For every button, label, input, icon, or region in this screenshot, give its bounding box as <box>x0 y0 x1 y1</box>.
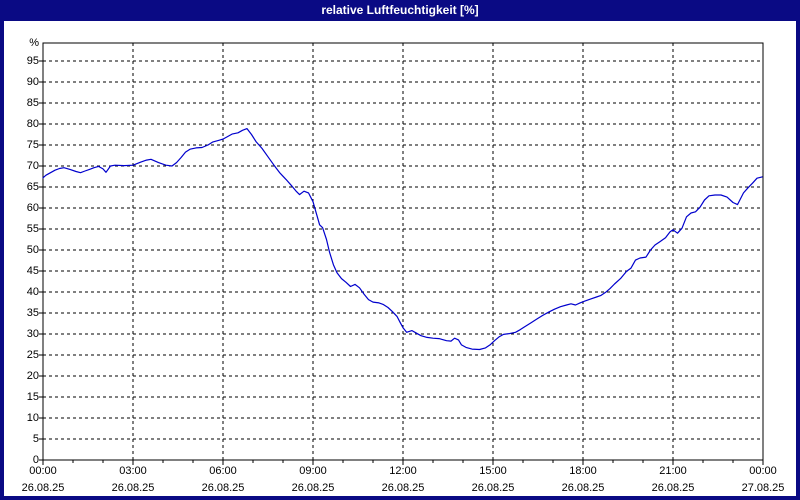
y-tick-label: 35 <box>26 307 39 319</box>
y-tick-label: 90 <box>26 76 39 88</box>
x-tick-time-label: 18:00 <box>569 465 597 477</box>
x-tick-time-label: 00:00 <box>749 465 777 477</box>
y-tick-label: 70 <box>26 160 39 172</box>
plot-border <box>42 42 764 461</box>
x-tick-time-label: 15:00 <box>479 465 507 477</box>
y-tick-label: 80 <box>26 118 39 130</box>
x-tick-date-label: 26.08.25 <box>21 482 65 494</box>
y-tick-label: 95 <box>26 55 39 67</box>
y-tick-label: 30 <box>26 328 39 340</box>
y-tick-label: 55 <box>26 223 39 235</box>
x-tick-time-label: 03:00 <box>119 465 147 477</box>
x-tick-time-label: 21:00 <box>659 465 687 477</box>
window-title: relative Luftfeuchtigkeit [%] <box>321 3 479 17</box>
y-tick-label: 45 <box>26 265 39 277</box>
x-tick-date-label: 26.08.25 <box>291 482 335 494</box>
y-axis-unit-label: % <box>29 37 39 49</box>
chart-panel: % 0 5 10 15 20 25 30 35 40 45 50 55 60 65 70 75 80 85 90 95 0… <box>4 21 796 496</box>
window-titlebar: relative Luftfeuchtigkeit [%] <box>0 0 800 21</box>
x-tick-date-label: 26.08.25 <box>561 482 605 494</box>
y-tick-label: 10 <box>26 412 39 424</box>
y-tick-label: 50 <box>26 244 39 256</box>
y-tick-label: 20 <box>26 370 39 382</box>
y-tick-label: 60 <box>26 202 39 214</box>
x-tick-date-label: 26.08.25 <box>381 482 425 494</box>
x-tick-date-label: 26.08.25 <box>201 482 245 494</box>
x-tick-date-label: 26.08.25 <box>651 482 695 494</box>
humidity-line-series <box>42 128 763 351</box>
y-tick-label: 5 <box>32 433 39 445</box>
x-tick-time-label: 00:00 <box>29 465 57 477</box>
y-tick-label: 0 <box>32 454 39 466</box>
x-tick-time-label: 12:00 <box>389 465 417 477</box>
x-tick-date-label: 27.08.25 <box>741 482 785 494</box>
y-tick-label: 85 <box>26 97 39 109</box>
x-tick-time-label: 06:00 <box>209 465 237 477</box>
x-tick-time-label: 09:00 <box>299 465 327 477</box>
x-tick-date-label: 26.08.25 <box>471 482 515 494</box>
y-tick-label: 15 <box>26 391 39 403</box>
y-tick-label: 75 <box>26 139 39 151</box>
y-tick-label: 40 <box>26 286 39 298</box>
y-tick-label: 25 <box>26 349 39 361</box>
x-tick-date-label: 26.08.25 <box>111 482 155 494</box>
y-tick-label: 65 <box>26 181 39 193</box>
chart-svg <box>39 42 764 465</box>
